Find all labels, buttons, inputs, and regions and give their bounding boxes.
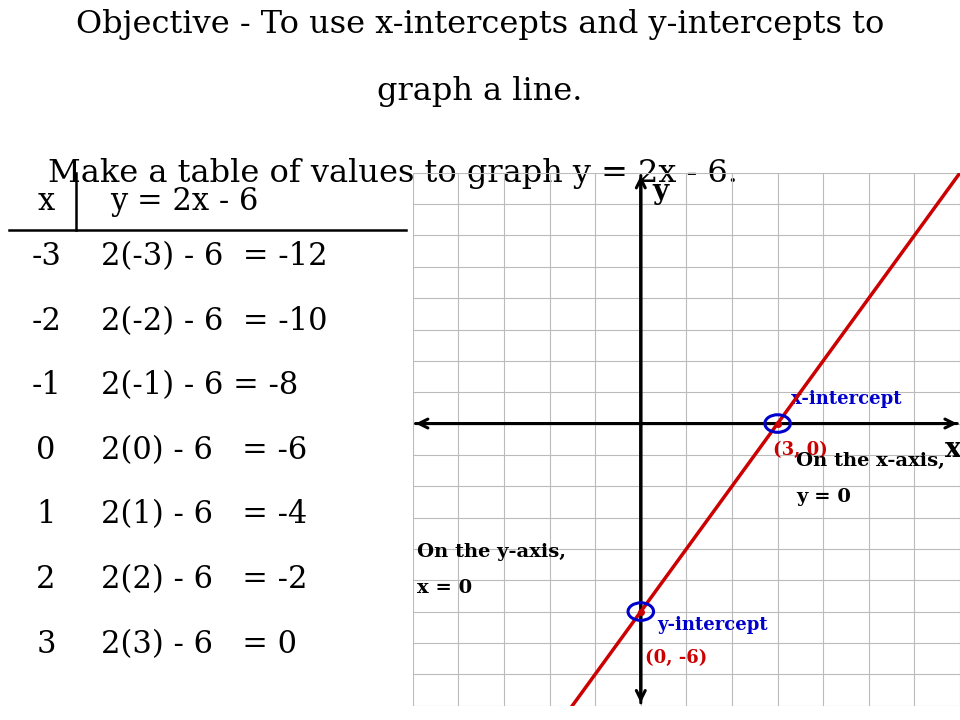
Text: 2(-1) - 6 = -8: 2(-1) - 6 = -8: [102, 370, 299, 401]
Text: 0: 0: [36, 435, 56, 466]
Text: On the x-axis,: On the x-axis,: [796, 451, 945, 469]
Text: Make a table of values to graph y = 2x - 6.: Make a table of values to graph y = 2x -…: [48, 158, 738, 189]
Text: x: x: [37, 186, 55, 217]
Text: y-intercept: y-intercept: [657, 616, 767, 634]
Text: y = 2x - 6: y = 2x - 6: [110, 186, 259, 217]
Text: 3: 3: [36, 629, 56, 660]
Text: x = 0: x = 0: [418, 579, 472, 597]
Text: 2(-3) - 6  = -12: 2(-3) - 6 = -12: [102, 241, 328, 272]
Text: 2(0) - 6   = -6: 2(0) - 6 = -6: [102, 435, 307, 466]
Text: -2: -2: [31, 306, 61, 337]
Text: y: y: [652, 178, 668, 204]
Text: On the y-axis,: On the y-axis,: [418, 543, 566, 561]
Text: (3, 0): (3, 0): [773, 441, 828, 459]
Text: 2(-2) - 6  = -10: 2(-2) - 6 = -10: [102, 306, 328, 337]
Text: (0, -6): (0, -6): [645, 649, 708, 667]
Text: 2: 2: [36, 564, 56, 595]
Text: y = 0: y = 0: [796, 487, 851, 505]
Text: 2(3) - 6   = 0: 2(3) - 6 = 0: [102, 629, 298, 660]
Text: 1: 1: [36, 500, 56, 531]
Text: x-intercept: x-intercept: [791, 390, 901, 408]
Text: 2(1) - 6   = -4: 2(1) - 6 = -4: [102, 500, 307, 531]
Text: graph a line.: graph a line.: [377, 76, 583, 107]
Text: 2(2) - 6   = -2: 2(2) - 6 = -2: [102, 564, 308, 595]
Text: -3: -3: [31, 241, 61, 272]
Text: x: x: [945, 436, 960, 463]
Text: -1: -1: [31, 370, 61, 401]
Text: Objective - To use x-intercepts and y-intercepts to: Objective - To use x-intercepts and y-in…: [76, 9, 884, 40]
